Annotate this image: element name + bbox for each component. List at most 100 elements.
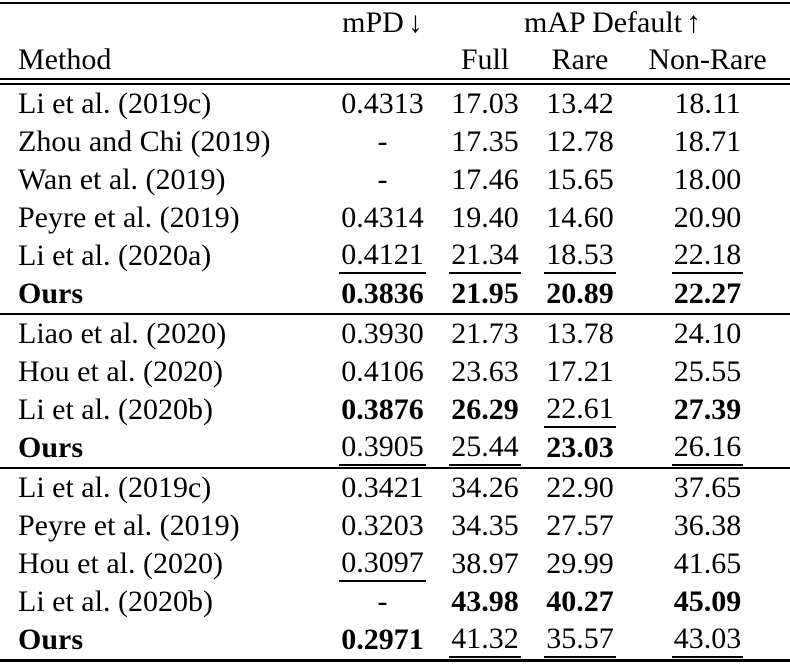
value-cell: 12.78	[535, 123, 625, 161]
value-cell: 27.57	[535, 507, 625, 545]
value-text: 0.4106	[341, 355, 424, 388]
method-cell: Li et al. (2020b)	[18, 393, 213, 426]
method-cell: Ours	[0, 275, 330, 315]
value-text: 12.78	[546, 125, 614, 158]
value-text: 21.73	[451, 317, 519, 350]
method-cell: Wan et al. (2019)	[18, 163, 226, 196]
header-spacer	[0, 3, 330, 41]
value-text: 34.26	[451, 471, 519, 504]
value-cell: 0.3930	[330, 314, 435, 353]
table-row: Hou et al. (2020) 0.4106 23.63 17.21 25.55	[0, 353, 790, 391]
value-cell: 22.18	[625, 237, 790, 275]
value-cell: 22.90	[535, 468, 625, 507]
value-text: 20.89	[546, 277, 614, 310]
method-cell: Peyre et al. (2019)	[18, 201, 240, 234]
header-mpd-spacer	[330, 41, 435, 85]
value-text: 22.27	[673, 277, 742, 310]
value-cell: 21.34	[435, 237, 535, 275]
method-cell: Li et al. (2019c)	[18, 87, 212, 120]
value-text: 35.57	[544, 623, 616, 658]
value-cell: 19.40	[435, 199, 535, 237]
value-cell: -	[330, 583, 435, 621]
header-map-default: mAP Default ↑	[435, 3, 790, 41]
value-cell: 41.65	[625, 545, 790, 583]
method-cell: Li et al. (2020b)	[18, 585, 213, 618]
value-text: 18.71	[673, 125, 742, 158]
value-cell: 0.4106	[330, 353, 435, 391]
header-map-default-label: mAP Default	[524, 5, 683, 39]
value-text: 0.3097	[339, 547, 426, 582]
value-cell: 17.21	[535, 353, 625, 391]
value-cell: 21.95	[435, 275, 535, 315]
value-cell: 18.71	[625, 123, 790, 161]
header-mpd: mPD ↓	[330, 3, 435, 41]
value-cell: 22.61	[535, 391, 625, 429]
value-cell: 13.78	[535, 314, 625, 353]
header-group-row: mPD ↓ mAP Default ↑	[0, 3, 790, 41]
down-arrow-icon: ↓	[407, 5, 423, 39]
value-text: 0.3905	[339, 431, 426, 466]
value-cell: 40.27	[535, 583, 625, 621]
value-text: 0.3421	[341, 471, 424, 504]
value-text: 18.11	[674, 87, 741, 120]
value-text: -	[377, 585, 388, 618]
method-cell: Zhou and Chi (2019)	[18, 125, 271, 158]
value-cell: 0.4314	[330, 199, 435, 237]
value-text: 18.00	[673, 163, 742, 196]
value-cell: 17.46	[435, 161, 535, 199]
value-text: 0.3876	[341, 393, 424, 426]
value-text: 41.65	[673, 547, 742, 580]
value-cell: 15.65	[535, 161, 625, 199]
value-text: 43.98	[451, 585, 519, 618]
table-row: Peyre et al. (2019) 0.4314 19.40 14.60 20.90	[0, 199, 790, 237]
value-text: -	[377, 125, 388, 158]
value-cell: 23.03	[535, 429, 625, 469]
value-cell: 34.35	[435, 507, 535, 545]
value-text: 20.90	[673, 201, 742, 234]
value-cell: 20.89	[535, 275, 625, 315]
value-text: 40.27	[546, 585, 614, 618]
value-text: -	[377, 163, 388, 196]
up-arrow-icon: ↑	[686, 5, 702, 39]
value-text: 14.60	[546, 201, 614, 234]
value-text: 24.10	[673, 317, 742, 350]
value-cell: 0.3876	[330, 391, 435, 429]
header-mpd-label: mPD	[342, 5, 404, 39]
value-cell: -	[330, 161, 435, 199]
value-cell: 13.42	[535, 82, 625, 124]
value-cell: 27.39	[625, 391, 790, 429]
value-cell: 17.35	[435, 123, 535, 161]
value-cell: 21.73	[435, 314, 535, 353]
value-text: 0.3203	[341, 509, 424, 542]
value-cell: 0.3203	[330, 507, 435, 545]
value-text: 25.55	[673, 355, 742, 388]
value-text: 22.90	[546, 471, 614, 504]
value-cell: -	[330, 123, 435, 161]
value-cell: 17.03	[435, 82, 535, 124]
value-cell: 34.26	[435, 468, 535, 507]
value-text: 41.32	[449, 623, 521, 658]
value-text: 13.42	[546, 87, 614, 120]
method-cell: Hou et al. (2020)	[18, 547, 223, 580]
table-body: Li et al. (2019c) 0.4313 17.03 13.42 18.11 Zh…	[0, 82, 790, 661]
value-cell: 38.97	[435, 545, 535, 583]
value-cell: 45.09	[625, 583, 790, 621]
value-text: 15.65	[546, 163, 614, 196]
table-row: Ours 0.3836 21.95 20.89 22.27	[0, 275, 790, 315]
table-row: Liao et al. (2020) 0.3930 21.73 13.78 24.10	[0, 314, 790, 353]
table-row: Zhou and Chi (2019) - 17.35 12.78 18.71	[0, 123, 790, 161]
value-cell: 43.98	[435, 583, 535, 621]
value-cell: 35.57	[535, 621, 625, 661]
value-text: 27.39	[673, 393, 742, 426]
value-cell: 41.32	[435, 621, 535, 661]
value-text: 17.21	[546, 355, 614, 388]
value-cell: 18.11	[625, 82, 790, 124]
value-text: 22.18	[671, 239, 744, 274]
value-cell: 25.44	[435, 429, 535, 469]
value-text: 34.35	[451, 509, 519, 542]
value-cell: 0.4313	[330, 82, 435, 124]
value-text: 23.63	[451, 355, 519, 388]
header-rare: Rare	[535, 41, 625, 85]
